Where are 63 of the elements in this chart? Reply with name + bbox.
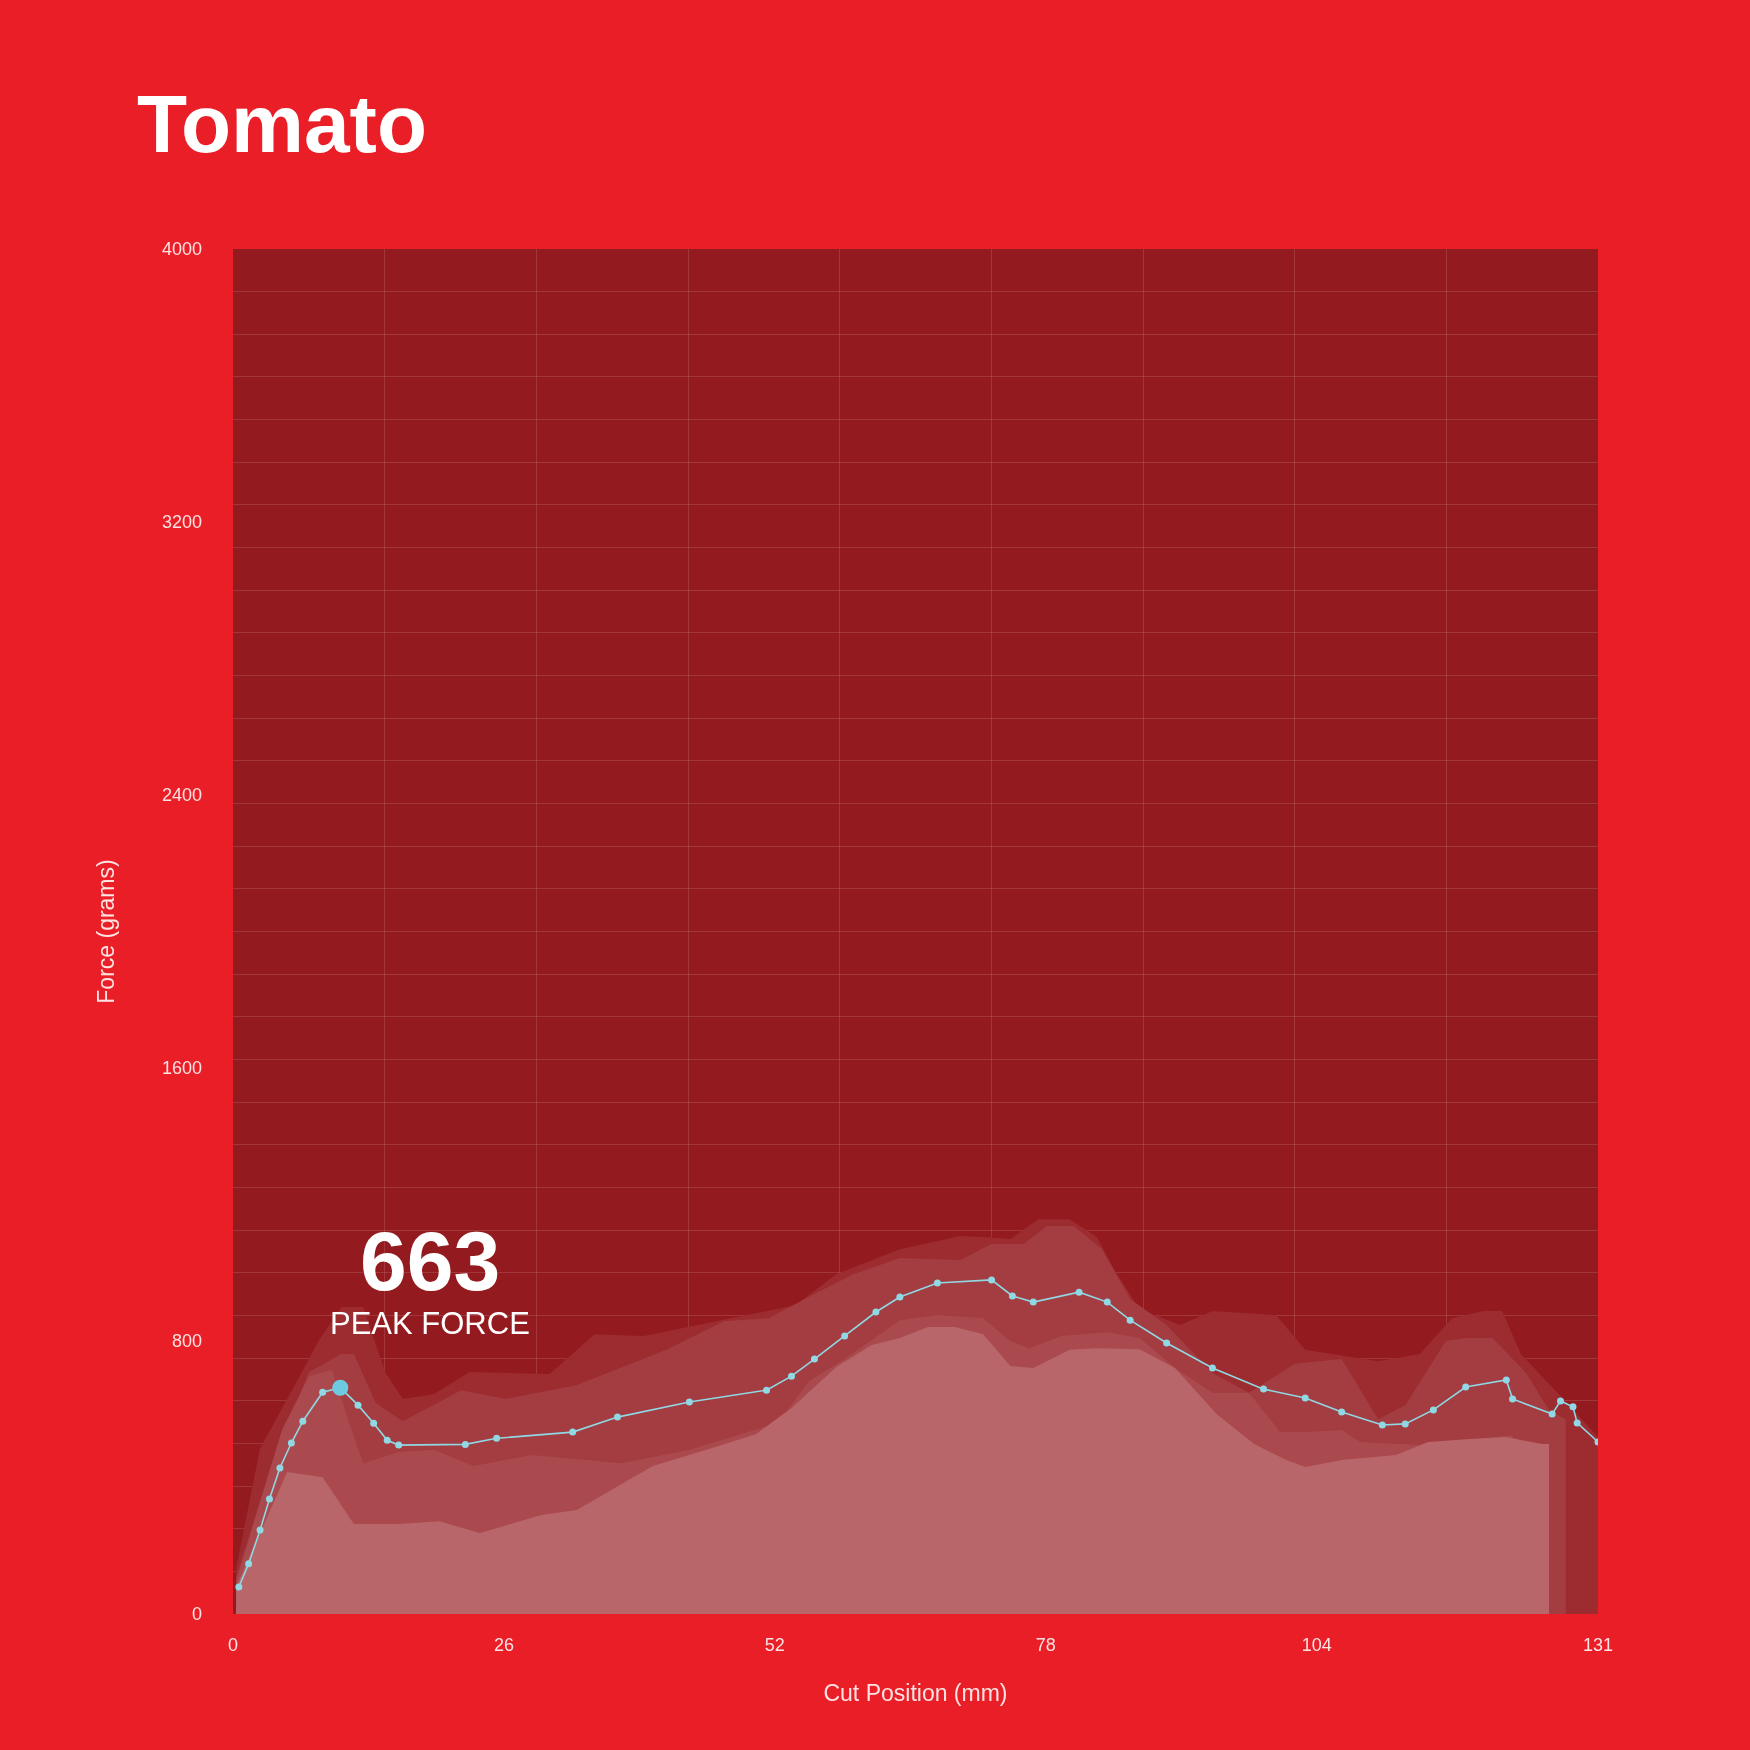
point [265,1495,273,1503]
point [256,1526,264,1534]
annotation: PEAK FORCE [330,1306,530,1341]
point [1509,1395,1517,1403]
point [763,1386,770,1394]
point [332,1379,349,1396]
point [1401,1420,1409,1428]
point [299,1417,307,1425]
chart-title: Tomato [137,77,428,169]
y-tick-label: 3200 [161,512,202,533]
point [1338,1408,1346,1416]
point [287,1439,295,1447]
point [383,1436,391,1444]
point [319,1388,327,1396]
point [1556,1397,1564,1405]
point [896,1293,904,1301]
x-axis-title: Cut Position (mm) [823,1679,1008,1706]
point [276,1464,284,1472]
point [1462,1383,1470,1391]
point [1573,1419,1581,1427]
x-tick-label: 0 [227,1635,239,1655]
point [1569,1403,1577,1411]
y-tick-label: 1600 [161,1058,202,1079]
point [461,1440,469,1448]
point [569,1428,577,1436]
point [245,1560,253,1568]
point [613,1413,621,1421]
y-tick-label: 2400 [161,785,202,806]
point [933,1279,941,1287]
point [1260,1385,1268,1393]
y-tick-label: 0 [191,1604,202,1625]
y-axis-title: Force (grams) [93,859,120,1004]
point [841,1332,849,1340]
point [1429,1406,1437,1414]
annotation: 663 [360,1214,501,1308]
x-tick-label: 104 [1301,1635,1332,1655]
point [810,1355,818,1363]
y-tick-label: 800 [171,1331,202,1352]
point [395,1441,403,1449]
point [988,1276,996,1284]
point [370,1419,378,1427]
point [1208,1364,1216,1372]
point [872,1308,880,1316]
point [788,1372,795,1380]
x-tick-label: 131 [1582,1635,1614,1655]
point [1163,1339,1171,1347]
point [354,1401,362,1409]
point [1008,1292,1016,1300]
point [685,1398,693,1406]
point [1301,1394,1309,1402]
x-tick-label: 52 [764,1635,785,1655]
point [1103,1298,1111,1306]
point [235,1583,243,1591]
point [1548,1410,1556,1418]
point [493,1434,501,1442]
x-tick-label: 26 [493,1635,514,1655]
x-tick-label: 78 [1035,1635,1056,1655]
point [1378,1421,1386,1429]
point [1075,1288,1083,1296]
point [1502,1376,1510,1384]
point [1029,1298,1037,1306]
y-tick-label: 4000 [161,239,202,260]
point [1126,1316,1134,1324]
